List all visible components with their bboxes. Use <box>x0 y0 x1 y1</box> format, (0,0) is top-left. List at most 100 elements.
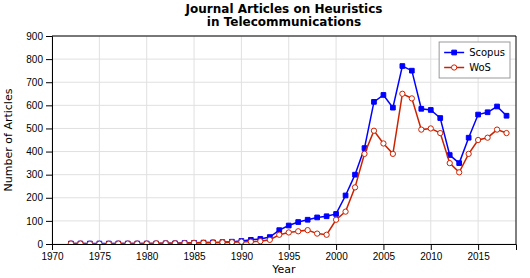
x-tick-label: 2015 <box>467 251 490 262</box>
y-tick-mark <box>46 221 52 222</box>
marker <box>305 217 310 222</box>
frame-right <box>516 36 517 244</box>
marker <box>286 230 291 235</box>
y-tick: 600 <box>26 100 52 111</box>
grid-line-y <box>52 128 516 129</box>
marker <box>371 128 376 133</box>
marker <box>485 135 490 140</box>
frame-top <box>52 36 516 37</box>
marker <box>239 239 244 244</box>
marker <box>182 240 187 244</box>
y-tick-mark <box>46 198 52 199</box>
marker <box>314 231 319 236</box>
marker <box>201 240 206 244</box>
x-tick: 2010 <box>420 244 443 262</box>
legend-box <box>439 42 510 78</box>
y-axis-line <box>46 37 53 245</box>
marker <box>315 215 320 220</box>
marker <box>192 240 197 244</box>
marks <box>68 64 509 244</box>
grid-line-x <box>99 36 100 244</box>
marker <box>106 241 111 244</box>
marker <box>353 172 358 177</box>
x-tick-mark <box>241 244 242 250</box>
marker <box>220 240 225 244</box>
y-tick: 500 <box>26 123 52 134</box>
y-tick-label: 300 <box>26 169 43 180</box>
x-tick: 1980 <box>136 244 159 262</box>
x-tick: 1990 <box>231 244 254 262</box>
x-tick: 2000 <box>325 244 348 262</box>
marker <box>334 212 339 217</box>
marker <box>419 127 424 132</box>
marker <box>428 126 433 131</box>
marker <box>182 241 187 244</box>
marker <box>87 241 92 244</box>
y-axis: 0100200300400500600700800900 <box>26 31 52 250</box>
grid-line-y <box>52 36 516 37</box>
grid-line-x <box>288 36 289 244</box>
x-tick: 1975 <box>89 244 112 262</box>
grid-line-y <box>52 197 516 198</box>
marker <box>97 241 102 244</box>
marker <box>106 241 111 244</box>
marker <box>220 240 225 244</box>
marker <box>476 112 481 117</box>
y-tick: 800 <box>26 54 52 65</box>
x-tick-label: 2000 <box>325 251 348 262</box>
y-tick: 300 <box>26 169 52 180</box>
marker <box>125 241 130 244</box>
x-tick: 1985 <box>183 244 206 262</box>
y-tick-label: 100 <box>26 216 43 227</box>
marker <box>296 229 301 234</box>
marker <box>333 217 338 222</box>
legend-marker <box>452 50 457 55</box>
x-tick: 1995 <box>278 244 301 262</box>
marker <box>239 239 244 244</box>
grid-line-x <box>194 36 195 244</box>
marker <box>419 106 424 111</box>
x-tick-label: 2005 <box>373 251 396 262</box>
chart: 1970 1975 1980 1985 1990 1995 2000 2005 2010 2015… <box>0 0 530 278</box>
x-axis: 1970 1975 1980 1985 1990 1995 2000 2005 2010 2015 <box>41 244 516 262</box>
y-tick-label: 500 <box>26 123 43 134</box>
marker <box>343 193 348 198</box>
marker <box>135 241 140 244</box>
y-tick: 900 <box>26 31 52 42</box>
marker <box>88 241 93 244</box>
marker <box>277 232 282 237</box>
marker <box>78 241 83 244</box>
y-tick: 200 <box>26 192 52 203</box>
marker <box>154 241 159 244</box>
y-tick-mark <box>46 128 52 129</box>
marker <box>324 232 329 237</box>
marker <box>352 185 357 190</box>
marker <box>400 64 405 69</box>
marker <box>69 241 74 244</box>
marker <box>504 113 509 118</box>
y-tick: 100 <box>26 216 52 227</box>
marker <box>466 135 471 140</box>
marker <box>343 209 348 214</box>
x-tick-label: 2010 <box>420 251 443 262</box>
marker <box>172 241 177 244</box>
marker <box>466 151 471 156</box>
x-tick-mark <box>289 244 290 250</box>
y-tick: 400 <box>26 146 52 157</box>
x-tick-label: 1990 <box>231 251 254 262</box>
x-tick-mark <box>99 244 100 250</box>
y-tick-mark <box>46 59 52 60</box>
legend-label: WoS <box>469 62 491 73</box>
marker <box>381 141 386 146</box>
grid-line-x <box>146 36 147 244</box>
x-tick-label: 1985 <box>183 251 206 262</box>
x-tick: 1970 <box>41 244 64 262</box>
marker <box>191 240 196 244</box>
grid-line-y <box>52 220 516 221</box>
marker <box>400 91 405 96</box>
marker <box>494 127 499 132</box>
marker <box>230 239 235 244</box>
marker <box>125 241 130 244</box>
marker <box>116 241 121 244</box>
y-tick-mark <box>46 244 52 245</box>
